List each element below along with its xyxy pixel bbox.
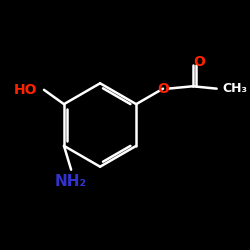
Text: CH₃: CH₃ [222,82,248,95]
Text: O: O [193,56,205,70]
Text: NH₂: NH₂ [55,174,87,190]
Text: O: O [157,82,169,96]
Text: HO: HO [13,83,37,97]
